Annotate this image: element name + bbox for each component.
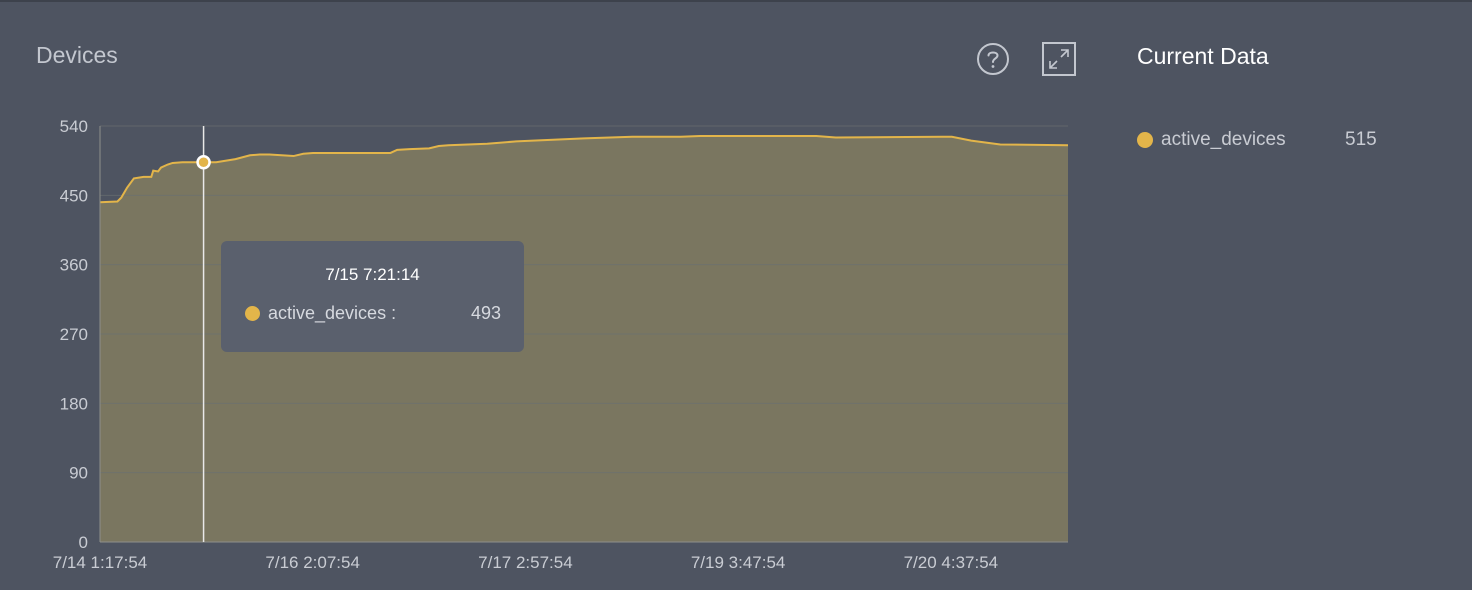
y-tick-label: 360 [60,256,88,275]
y-tick-label: 540 [60,117,88,136]
y-tick-label: 270 [60,325,88,344]
y-tick-label: 180 [60,394,88,413]
tooltip-row: active_devices : 493 [245,303,501,324]
legend-title: Current Data [1137,43,1269,69]
expand-button[interactable] [1042,42,1076,76]
question-circle-icon [977,43,1009,75]
chart-tooltip: 7/15 7:21:14 active_devices : 493 [221,241,524,352]
x-tick-label: 7/20 4:37:54 [904,553,999,572]
legend-item-active-devices[interactable]: active_devices 515 [1137,128,1397,152]
legend-item-value: 515 [1345,129,1377,150]
devices-chart[interactable]: 0 90 180 270 360 450 540 7/14 1:17:54 7/16 2:07:… [0,2,1100,590]
tooltip-time: 7/15 7:21:14 [325,265,420,284]
help-button[interactable] [976,42,1010,76]
y-tick-label: 0 [79,533,88,552]
x-tick-label: 7/19 3:47:54 [691,553,786,572]
panel-title: Devices [36,42,118,68]
x-tick-label: 7/16 2:07:54 [265,553,360,572]
legend-dot [1137,132,1153,148]
series-area [100,136,1068,542]
tooltip-series-name: active_devices : [268,303,397,323]
x-tick-label: 7/14 1:17:54 [53,553,148,572]
series-line [99,135,1069,204]
x-tick-label: 7/17 2:57:54 [478,553,573,572]
y-tick-label: 90 [69,464,88,483]
legend-item-label: active_devices [1161,129,1286,150]
highlight-point [196,154,211,170]
expand-arrows-icon [1042,42,1076,76]
tooltip-series-value: 493 [470,303,501,323]
y-tick-label: 450 [60,186,88,205]
tooltip-dot [245,306,260,321]
